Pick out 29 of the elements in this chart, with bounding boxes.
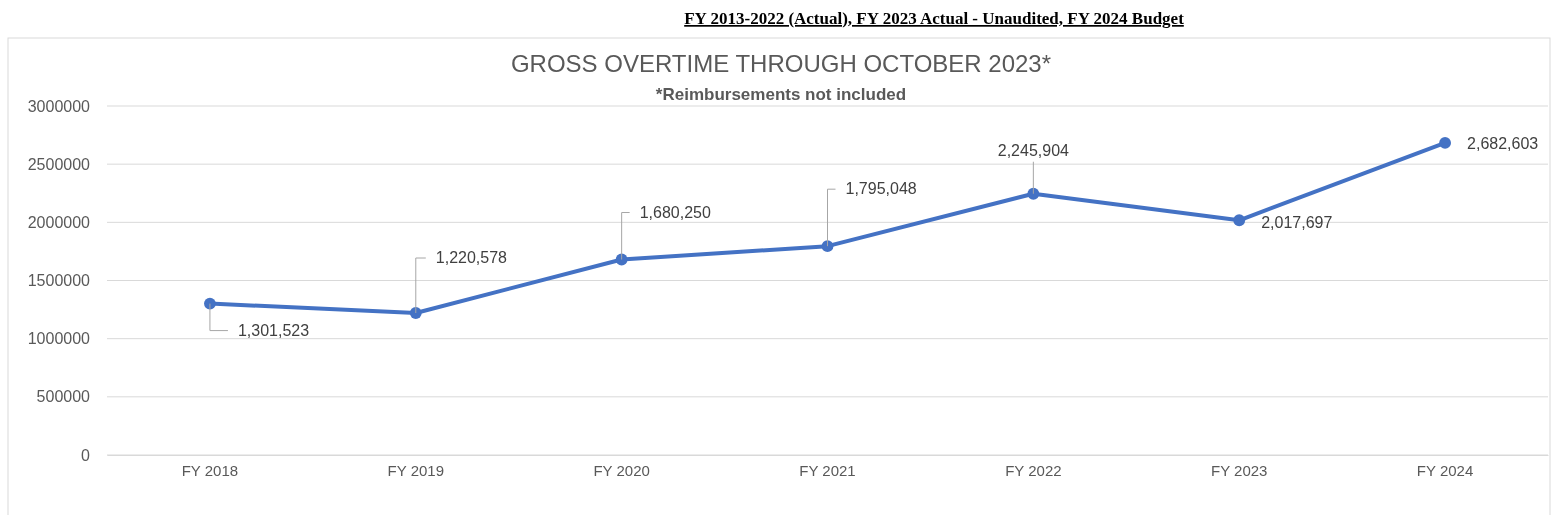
- y-tick-label: 1500000: [27, 272, 91, 290]
- data-label: 1,795,048: [845, 180, 917, 198]
- chart-subtitle: *Reimbursements not included: [655, 85, 907, 104]
- point: [409, 307, 422, 319]
- y-tick-label: 1000000: [27, 330, 91, 348]
- y-tick-label: 2500000: [27, 155, 91, 173]
- point: [615, 253, 628, 266]
- x-tick-label: FY 2020: [593, 462, 650, 479]
- data-label: 1,220,578: [435, 249, 508, 267]
- chart-title: GROSS OVERTIME THROUGH OCTOBER 2023*: [510, 50, 1052, 77]
- data-label: 2,017,697: [1261, 214, 1333, 232]
- y-tick-label: 500000: [36, 388, 91, 406]
- x-tick-label: FY 2024: [1416, 462, 1474, 479]
- y-tick-label: 2000000: [27, 213, 91, 231]
- x-tick-label: FY 2023: [1211, 462, 1268, 479]
- data-label: 2,245,904: [997, 141, 1070, 159]
- y-tick-label: 0: [81, 446, 91, 464]
- x-tick-label: FY 2018: [181, 462, 239, 479]
- point: [1439, 137, 1451, 149]
- data-label: 1,680,250: [639, 203, 711, 221]
- x-tick-label: FY 2021: [799, 462, 856, 479]
- x-tick-label: FY 2022: [1005, 462, 1062, 479]
- data-label: 2,682,603: [1467, 134, 1539, 152]
- data-label: 1,301,523: [237, 321, 310, 339]
- text: FY 2013-2022 (Actual), FY 2023 Actual - Unaudited, FY 2024 Budget: [684, 9, 1185, 28]
- point: [1233, 214, 1246, 227]
- y-tick-label: 3000000: [27, 97, 91, 115]
- point: [1027, 187, 1040, 200]
- x-tick-label: FY 2019: [387, 462, 444, 479]
